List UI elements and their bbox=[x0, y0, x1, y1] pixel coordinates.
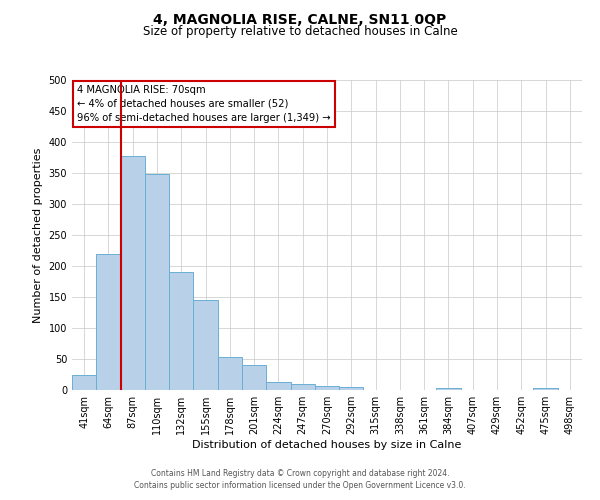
Bar bbox=[218, 357, 242, 390]
Bar bbox=[533, 388, 558, 390]
X-axis label: Distribution of detached houses by size in Calne: Distribution of detached houses by size … bbox=[193, 440, 461, 450]
Bar bbox=[72, 374, 96, 390]
Bar bbox=[169, 272, 193, 390]
Text: Contains public sector information licensed under the Open Government Licence v3: Contains public sector information licen… bbox=[134, 481, 466, 490]
Text: 4, MAGNOLIA RISE, CALNE, SN11 0QP: 4, MAGNOLIA RISE, CALNE, SN11 0QP bbox=[154, 12, 446, 26]
Bar bbox=[145, 174, 169, 390]
Y-axis label: Number of detached properties: Number of detached properties bbox=[33, 148, 43, 322]
Text: 4 MAGNOLIA RISE: 70sqm
← 4% of detached houses are smaller (52)
96% of semi-deta: 4 MAGNOLIA RISE: 70sqm ← 4% of detached … bbox=[77, 84, 331, 122]
Text: Size of property relative to detached houses in Calne: Size of property relative to detached ho… bbox=[143, 25, 457, 38]
Text: Contains HM Land Registry data © Crown copyright and database right 2024.: Contains HM Land Registry data © Crown c… bbox=[151, 468, 449, 477]
Bar bbox=[193, 300, 218, 390]
Bar bbox=[266, 382, 290, 390]
Bar bbox=[121, 156, 145, 390]
Bar bbox=[96, 254, 121, 390]
Bar bbox=[315, 386, 339, 390]
Bar bbox=[242, 365, 266, 390]
Bar bbox=[290, 384, 315, 390]
Bar bbox=[436, 388, 461, 390]
Bar bbox=[339, 387, 364, 390]
